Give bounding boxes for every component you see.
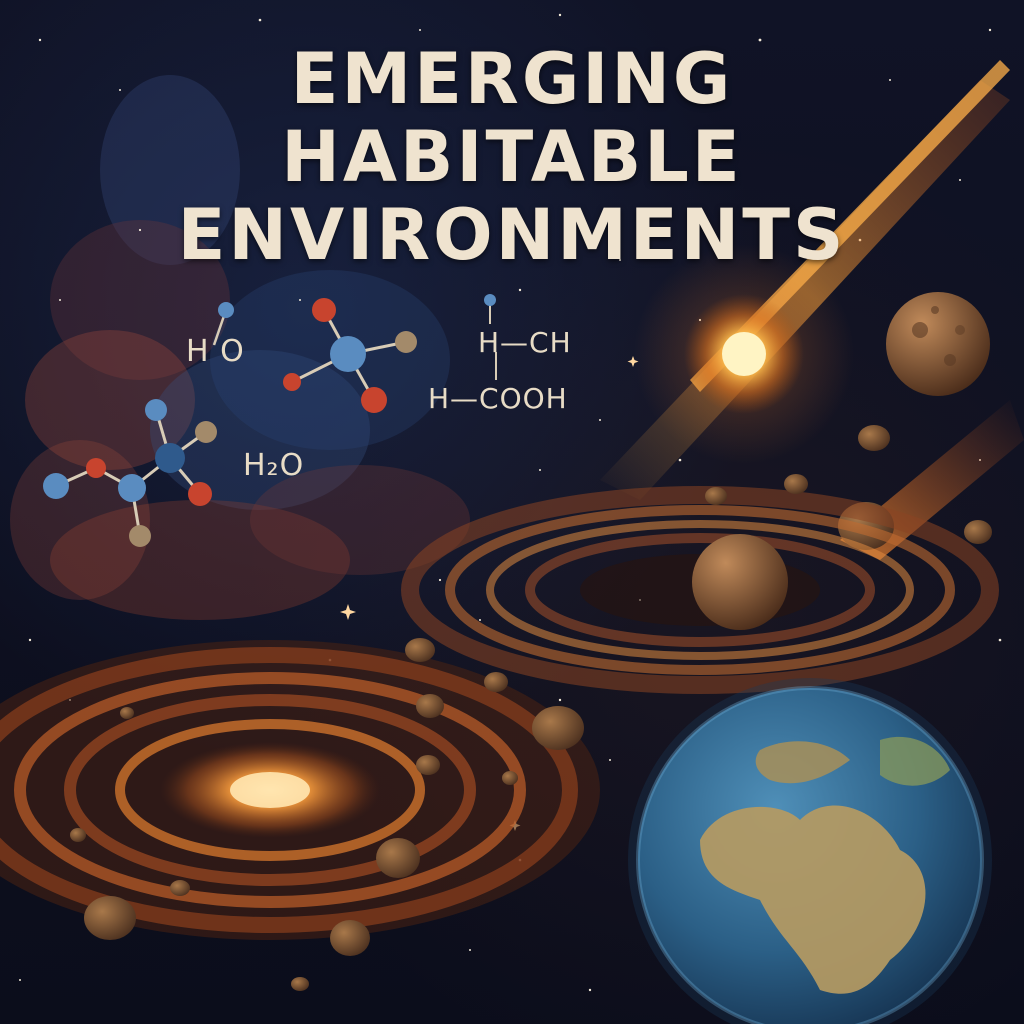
formula-water-top: H O (186, 334, 245, 369)
formula-acid: H—COOH (428, 382, 568, 415)
ringed-planet-system (401, 486, 999, 694)
molecule-center (283, 298, 417, 413)
galaxy-disk (0, 640, 600, 940)
cratered-planet (886, 292, 990, 396)
asteroids (70, 425, 992, 991)
formula-water: H₂O (243, 448, 305, 483)
earth-planet (628, 678, 992, 1024)
formula-methane: H—CH (478, 326, 572, 359)
molecule-small (212, 302, 234, 346)
streaking-star (600, 60, 1010, 500)
title-line-2: HABITABLE (281, 116, 743, 198)
molecule-left (43, 399, 217, 547)
molecule-right (484, 294, 497, 380)
poster-title: EMERGING HABITABLE ENVIRONMENTS (0, 40, 1024, 274)
title-line-3: ENVIRONMENTS (177, 194, 847, 276)
title-line-1: EMERGING (290, 38, 734, 120)
